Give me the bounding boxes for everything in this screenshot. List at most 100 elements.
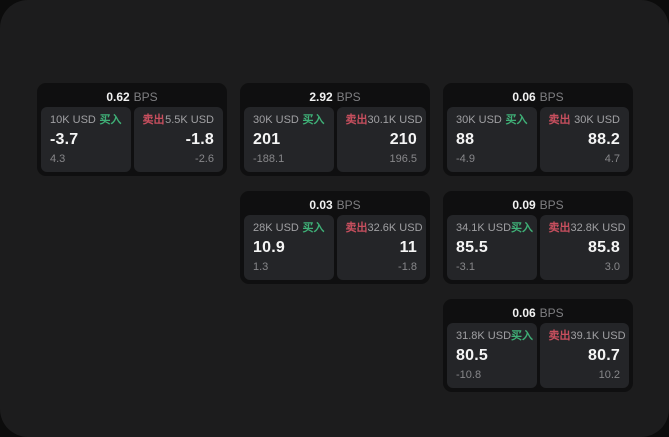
buy-amount: 34.1K USD — [456, 222, 512, 234]
sell-amount: 5.5K USD — [165, 114, 214, 126]
sell-sub-value: 4.7 — [604, 153, 620, 165]
quote-cards-grid: 0.62 BPS 10K USD 买入 -3.7 4.3 卖出 5.5K USD… — [37, 83, 633, 392]
sell-price: 88.2 — [588, 131, 620, 149]
sell-sub-value: 3.0 — [604, 261, 620, 273]
quote-card: 0.09 BPS 34.1K USD 买入 85.5 -3.1 卖出 32.8K… — [443, 191, 633, 284]
sell-panel-top: 卖出 30K USD — [549, 115, 621, 126]
buy-amount: 10K USD — [50, 114, 96, 126]
buy-sub-value: 1.3 — [253, 261, 269, 273]
bps-unit-label: BPS — [336, 198, 361, 212]
quote-card: 0.06 BPS 31.8K USD 买入 80.5 -10.8 卖出 39.1… — [443, 299, 633, 392]
sell-tag: 卖出 — [548, 222, 571, 234]
sell-amount: 30K USD — [574, 114, 620, 126]
buy-tag: 买入 — [511, 330, 534, 342]
bps-value: 0.06 — [512, 306, 536, 320]
panels-row: 10K USD 买入 -3.7 4.3 卖出 5.5K USD -1.8 -2.… — [41, 107, 223, 172]
sell-panel[interactable]: 卖出 30.1K USD 210 196.5 — [336, 107, 426, 172]
buy-amount: 31.8K USD — [456, 330, 512, 342]
bps-unit-label: BPS — [539, 90, 564, 104]
bps-value: 2.92 — [309, 90, 333, 104]
sell-panel[interactable]: 卖出 32.8K USD 85.8 3.0 — [539, 215, 629, 280]
sell-tag: 卖出 — [345, 114, 368, 126]
panels-row: 28K USD 买入 10.9 1.3 卖出 32.6K USD 11 -1.8 — [244, 215, 426, 280]
bps-value: 0.09 — [512, 198, 536, 212]
sell-price: 11 — [399, 239, 417, 257]
buy-tag: 买入 — [511, 222, 534, 234]
buy-amount: 28K USD — [253, 222, 299, 234]
panels-row: 30K USD 买入 88 -4.9 卖出 30K USD 88.2 4.7 — [447, 107, 629, 172]
sell-panel-top: 卖出 39.1K USD — [548, 330, 626, 342]
buy-panel-top: 34.1K USD 买入 — [456, 222, 533, 234]
buy-panel-top: 10K USD 买入 — [50, 115, 122, 126]
bps-value: 0.62 — [106, 90, 130, 104]
buy-amount: 30K USD — [456, 114, 502, 126]
buy-sub-value: -188.1 — [253, 153, 285, 165]
sell-tag: 卖出 — [345, 222, 368, 234]
sell-amount: 39.1K USD — [570, 330, 626, 342]
buy-price: 201 — [253, 131, 281, 149]
card-header: 0.06 BPS — [447, 87, 629, 107]
buy-tag: 买入 — [99, 114, 122, 126]
buy-panel-top: 28K USD 买入 — [253, 223, 325, 234]
buy-tag: 买入 — [302, 222, 325, 234]
buy-price: 88 — [456, 131, 475, 149]
buy-price: -3.7 — [50, 131, 79, 149]
buy-panel-top: 30K USD 买入 — [456, 115, 528, 126]
bps-unit-label: BPS — [336, 90, 361, 104]
buy-price: 85.5 — [456, 239, 488, 257]
buy-price: 10.9 — [253, 239, 285, 257]
panels-row: 30K USD 买入 201 -188.1 卖出 30.1K USD 210 1… — [244, 107, 426, 172]
buy-panel[interactable]: 10K USD 买入 -3.7 4.3 — [41, 107, 131, 172]
sell-amount: 30.1K USD — [367, 114, 423, 126]
sell-price: 80.7 — [588, 347, 620, 365]
buy-tag: 买入 — [505, 114, 528, 126]
card-header: 0.06 BPS — [447, 303, 629, 323]
sell-panel-top: 卖出 32.6K USD — [345, 222, 423, 234]
buy-amount: 30K USD — [253, 114, 299, 126]
sell-panel-top: 卖出 5.5K USD — [143, 115, 215, 126]
sell-panel[interactable]: 卖出 39.1K USD 80.7 10.2 — [539, 323, 629, 388]
panels-row: 31.8K USD 买入 80.5 -10.8 卖出 39.1K USD 80.… — [447, 323, 629, 388]
panels-row: 34.1K USD 买入 85.5 -3.1 卖出 32.8K USD 85.8… — [447, 215, 629, 280]
quote-card: 0.62 BPS 10K USD 买入 -3.7 4.3 卖出 5.5K USD… — [37, 83, 227, 176]
bps-value: 0.03 — [309, 198, 333, 212]
sell-sub-value: -2.6 — [195, 153, 214, 165]
sell-price: 210 — [389, 131, 417, 149]
buy-tag: 买入 — [302, 114, 325, 126]
buy-price: 80.5 — [456, 347, 488, 365]
sell-panel[interactable]: 卖出 32.6K USD 11 -1.8 — [336, 215, 426, 280]
bps-unit-label: BPS — [539, 306, 564, 320]
sell-panel-top: 卖出 32.8K USD — [548, 222, 626, 234]
buy-panel[interactable]: 34.1K USD 买入 85.5 -3.1 — [447, 215, 537, 280]
sell-panel-top: 卖出 30.1K USD — [345, 114, 423, 126]
card-header: 0.09 BPS — [447, 195, 629, 215]
quote-card: 0.06 BPS 30K USD 买入 88 -4.9 卖出 30K USD 8… — [443, 83, 633, 176]
sell-tag: 卖出 — [548, 330, 571, 342]
sell-sub-value: -1.8 — [398, 261, 417, 273]
buy-sub-value: -10.8 — [456, 369, 482, 381]
quote-card: 0.03 BPS 28K USD 买入 10.9 1.3 卖出 32.6K US… — [240, 191, 430, 284]
quote-card: 2.92 BPS 30K USD 买入 201 -188.1 卖出 30.1K … — [240, 83, 430, 176]
buy-panel[interactable]: 28K USD 买入 10.9 1.3 — [244, 215, 334, 280]
sell-sub-value: 10.2 — [598, 369, 620, 381]
card-header: 2.92 BPS — [244, 87, 426, 107]
buy-panel[interactable]: 30K USD 买入 88 -4.9 — [447, 107, 537, 172]
sell-panel[interactable]: 卖出 30K USD 88.2 4.7 — [539, 107, 629, 172]
sell-panel[interactable]: 卖出 5.5K USD -1.8 -2.6 — [133, 107, 223, 172]
buy-sub-value: -3.1 — [456, 261, 475, 273]
sell-price: -1.8 — [185, 131, 214, 149]
buy-panel[interactable]: 30K USD 买入 201 -188.1 — [244, 107, 334, 172]
bps-value: 0.06 — [512, 90, 536, 104]
sell-price: 85.8 — [588, 239, 620, 257]
bps-unit-label: BPS — [539, 198, 564, 212]
sell-tag: 卖出 — [142, 114, 165, 126]
sell-tag: 卖出 — [548, 114, 571, 126]
card-header: 0.03 BPS — [244, 195, 426, 215]
buy-sub-value: -4.9 — [456, 153, 475, 165]
bps-unit-label: BPS — [133, 90, 158, 104]
sell-sub-value: 196.5 — [389, 153, 417, 165]
buy-panel[interactable]: 31.8K USD 买入 80.5 -10.8 — [447, 323, 537, 388]
buy-panel-top: 31.8K USD 买入 — [456, 330, 533, 342]
card-header: 0.62 BPS — [41, 87, 223, 107]
sell-amount: 32.8K USD — [570, 222, 626, 234]
